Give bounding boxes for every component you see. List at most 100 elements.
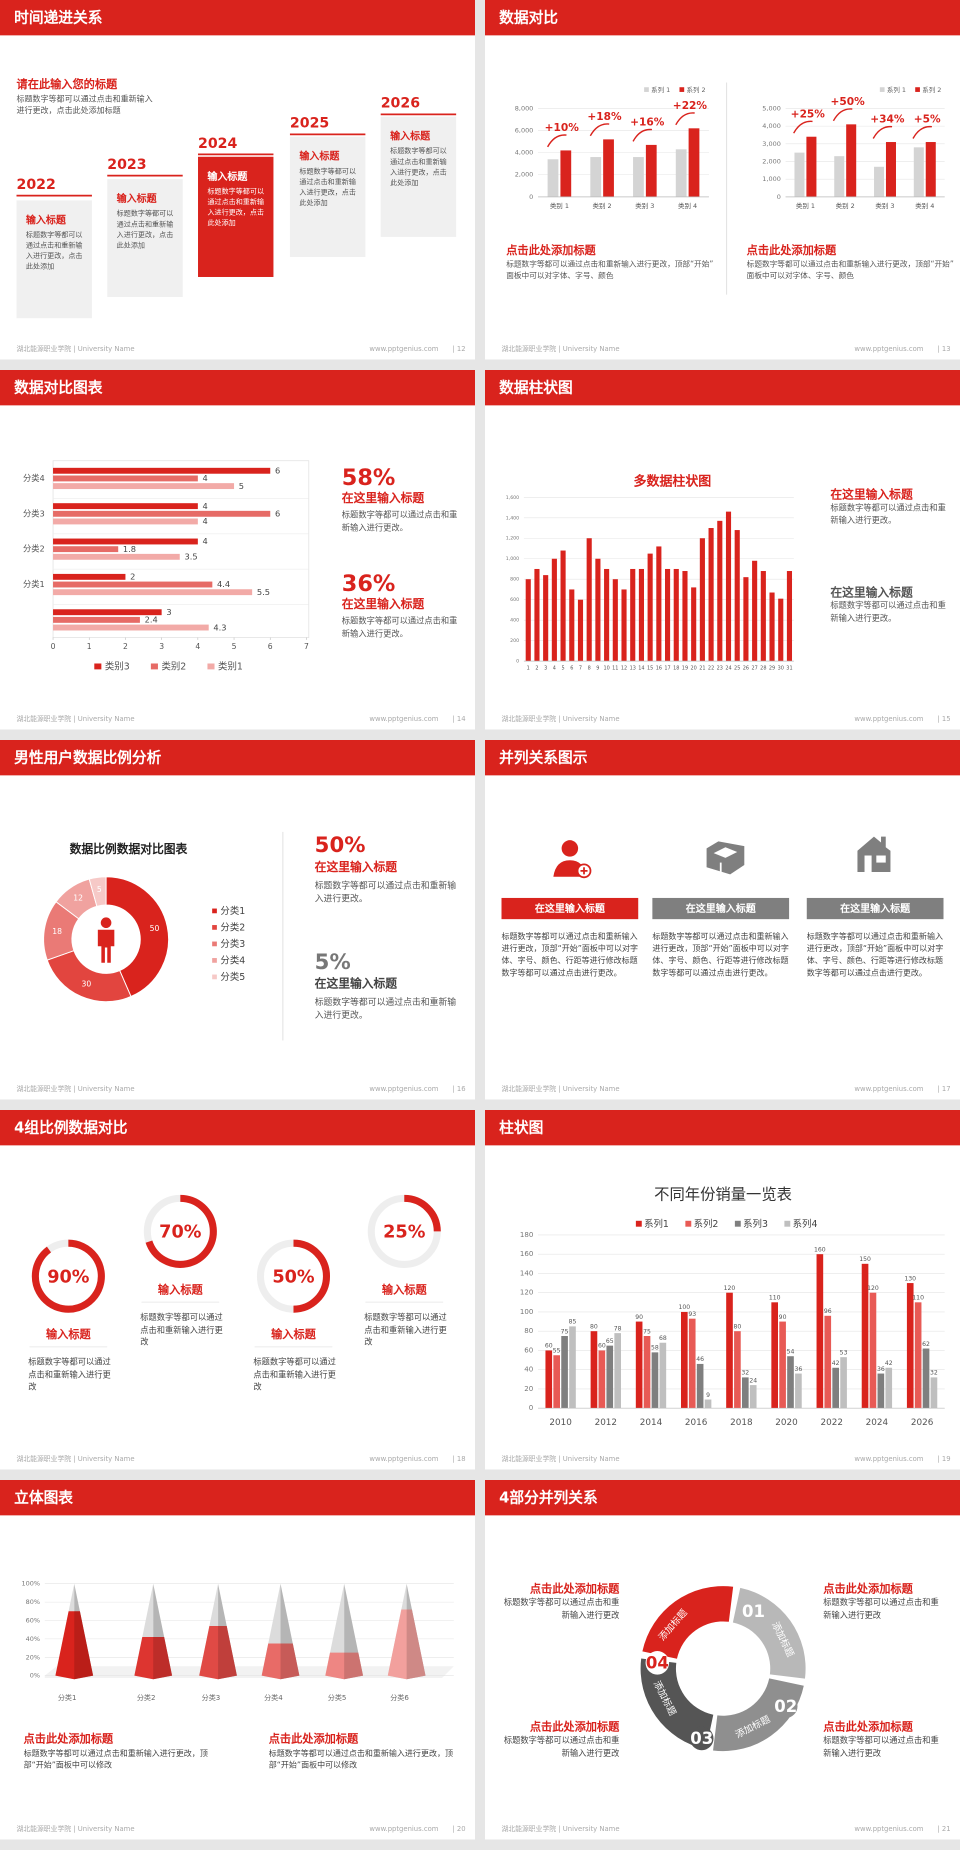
x-tick-label: 3: [544, 666, 547, 672]
x-tick-label: 4: [195, 642, 200, 651]
legend-label: 分类4: [220, 954, 245, 966]
item-icons: [553, 836, 891, 879]
item-text: 标题数字等都可以通过点击和重新输入进行更改，顶部“开始”面板中可以对字体、字号、…: [806, 932, 944, 978]
footer-left: 湖北能源职业学院 | University Name: [502, 714, 620, 723]
man-body: [97, 929, 115, 963]
footer-page: | 12: [452, 345, 465, 353]
x-tick-label: 分类3: [202, 1693, 221, 1702]
bar: [651, 1352, 659, 1409]
chart-title: 多数据柱状图: [634, 473, 712, 489]
bar: [786, 571, 793, 662]
x-tick-label: 2012: [595, 1418, 617, 1428]
bar: [760, 571, 766, 662]
annotation-arrow: [832, 108, 853, 122]
ring-value: 25%: [383, 1223, 426, 1243]
slide-title: 数据对比: [499, 8, 558, 26]
bar: [834, 156, 845, 197]
y-tick-label: 8,000: [515, 104, 534, 112]
footer-url: www.pptgenius.com: [854, 1085, 923, 1093]
value-label: 32: [930, 1370, 938, 1377]
legend-label: 系列 2: [687, 85, 706, 94]
legend-label: 类别2: [161, 661, 186, 673]
footer-url: www.pptgenius.com: [369, 345, 438, 353]
bar: [696, 1363, 704, 1409]
bar: [846, 124, 857, 197]
desc: 标题数字等都可以通过点击和重新输入进行更改，点击此处添加标题: [16, 94, 153, 116]
stat-value: 50%: [315, 833, 366, 858]
ring-text-box: 标题数字等都可以通过点击和重新输入进行更改: [28, 1358, 111, 1392]
x-tick-label: 3: [159, 642, 164, 651]
step-year: 2025: [290, 116, 329, 132]
button-label: 在这里输入标题: [840, 902, 911, 915]
step-text: 标题数字等都可以通过点击和重新输入进行更改，点击此处添加: [207, 187, 265, 228]
value-label: 100: [678, 1304, 690, 1311]
block-title: 点击此处添加标题: [24, 1731, 114, 1745]
y-tick-label: 5,000: [762, 104, 781, 112]
step-year: 2024: [198, 136, 237, 152]
y-tick-label: 1,200: [506, 536, 519, 542]
block-text-box: 标题数字等都可以通过点击和重新输入进行更改。: [830, 601, 946, 623]
step-label: 输入标题: [207, 170, 248, 183]
bar: [577, 599, 584, 662]
x-tick-label: 4: [553, 666, 556, 672]
ring-value: 90%: [47, 1267, 90, 1287]
step-text-box: 标题数字等都可以通过点击和重新输入进行更改，点击此处添加: [117, 210, 174, 250]
bar: [656, 546, 662, 662]
bar: [769, 592, 775, 662]
bar: [647, 553, 653, 662]
x-tick-label: 5: [232, 642, 237, 651]
step-year: 2023: [107, 157, 146, 173]
slide-title: 数据柱状图: [499, 378, 573, 396]
bar: [551, 558, 557, 662]
header-bar: [0, 1110, 475, 1146]
bar: [561, 1336, 568, 1409]
block-title: 点击此处添加标题: [530, 1582, 620, 1596]
donut-slice: [105, 876, 170, 998]
number-badge: [773, 1694, 798, 1719]
stat-title: 在这里输入标题: [342, 491, 425, 505]
ring-value: 70%: [159, 1223, 202, 1243]
slice-label: 50: [150, 924, 160, 933]
value-label: 160: [814, 1246, 826, 1253]
slide-background: [0, 1110, 475, 1470]
legend-label: 系列1: [644, 1218, 669, 1230]
button-label: 在这里输入标题: [686, 902, 757, 915]
pyramid-fill: [325, 1652, 364, 1680]
value-label: 96: [824, 1308, 832, 1315]
bar: [906, 1283, 914, 1409]
value-label: 4: [203, 501, 208, 511]
bar: [925, 142, 936, 197]
bar: [53, 609, 162, 616]
step-text-box: 标题数字等都可以通过点击和重新输入进行更改，点击此处添加: [207, 187, 265, 228]
bar: [53, 616, 140, 623]
x-tick-label: 2020: [775, 1418, 798, 1428]
value-label: 36: [877, 1366, 885, 1373]
x-tick-label: 18: [673, 666, 679, 672]
step-label: 输入标题: [117, 192, 158, 205]
footer-page: | 19: [937, 1455, 950, 1463]
bar: [635, 1321, 643, 1409]
header-bar: [0, 370, 475, 406]
x-tick-label: 8: [588, 666, 591, 672]
step-text: 标题数字等都可以通过点击和重新输入进行更改，点击此处添加: [25, 231, 83, 272]
annotation: +22%: [673, 100, 708, 112]
footer-url: www.pptgenius.com: [854, 1455, 923, 1463]
ring-value: 50%: [272, 1267, 315, 1287]
legend-label: 分类1: [220, 905, 245, 917]
bar: [874, 166, 885, 197]
value-label: 3: [166, 607, 171, 617]
bar: [612, 579, 618, 662]
footer-left: 湖北能源职业学院 | University Name: [17, 1084, 135, 1093]
block-text-box: 标题数字等都可以通过点击和重新输入进行更改: [823, 1736, 939, 1758]
y-tick-label: 40: [524, 1365, 533, 1374]
category-label: 分类2: [23, 544, 45, 554]
header-bar: [0, 0, 475, 36]
legend-label: 分类5: [220, 971, 245, 983]
x-tick-label: 1: [87, 642, 92, 651]
step-year: 2026: [381, 96, 420, 112]
pyramid-shade: [280, 1643, 300, 1680]
footer-left: 湖北能源职业学院 | University Name: [17, 1454, 135, 1463]
